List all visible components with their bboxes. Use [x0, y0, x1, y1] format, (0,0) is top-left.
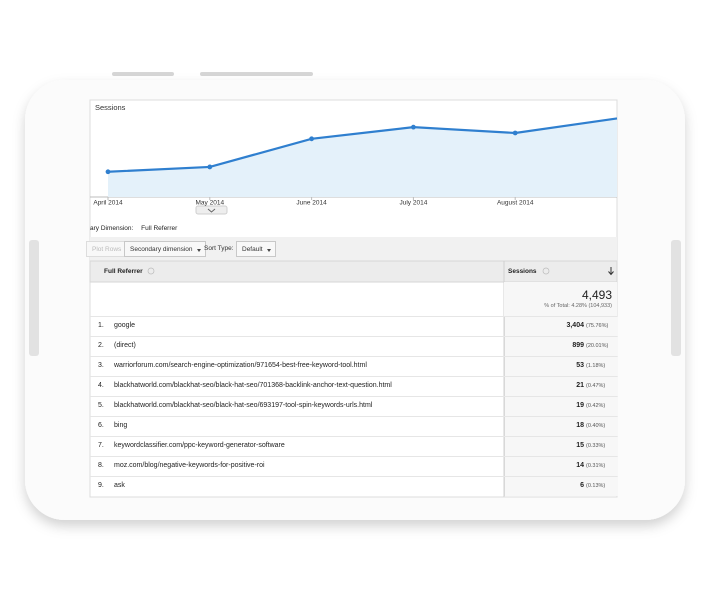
sessions-cell: 21 (0.47%)	[504, 377, 618, 396]
referrer[interactable]: ask	[114, 482, 125, 489]
row-index: 7.	[98, 442, 104, 449]
sessions-percent: (0.33%)	[586, 443, 606, 449]
dimension-value[interactable]: Full Referrer	[141, 225, 178, 232]
referrer[interactable]: blackhatworld.com/blackhat-seo/black-hat…	[114, 402, 373, 409]
sessions-cell: 3,404 (75.76%)	[504, 317, 618, 336]
point	[105, 169, 111, 175]
speaker-grille	[671, 240, 681, 356]
row-index: 9.	[98, 482, 104, 489]
area	[108, 118, 617, 197]
referrer[interactable]: blackhatworld.com/blackhat-seo/black-hat…	[114, 382, 392, 389]
total-value: 4,493	[581, 288, 612, 302]
referrer[interactable]: google	[114, 322, 136, 329]
sessions-cell: 14 (0.31%)	[504, 457, 618, 476]
column-header[interactable]: Sessions	[508, 268, 537, 275]
x-tick-label: August 2014	[497, 200, 534, 207]
referrer[interactable]: bing	[114, 422, 128, 429]
help-icon[interactable]	[147, 267, 155, 275]
row-index: 6.	[98, 422, 104, 429]
sessions-percent: (20.01%)	[586, 343, 609, 349]
table-row: 5. blackhatworld.com/blackhat-seo/black-h…	[90, 396, 618, 416]
sessions-value: 899	[572, 342, 584, 349]
sessions-cell: 53 (1.18%)	[504, 357, 618, 376]
x-tick-label: April 2014	[93, 200, 123, 207]
line	[107, 117, 618, 173]
row-index: 5.	[98, 402, 104, 409]
table-row: 9. ask 6 (0.13%)	[90, 476, 618, 496]
device-button	[200, 72, 313, 76]
sessions-value: 19	[576, 402, 584, 409]
row-index: 3.	[98, 362, 104, 369]
sort-type-label: Sort Type:	[204, 245, 234, 252]
chart-title: Sessions	[95, 103, 126, 112]
sessions-cell: 18 (0.40%)	[504, 417, 618, 436]
point	[309, 136, 314, 142]
sessions-percent: (0.47%)	[586, 383, 606, 389]
dimension-label: ary Dimension:	[90, 225, 134, 232]
chart-toggle[interactable]	[195, 205, 228, 215]
table-row: 7. keywordclassifier.com/ppc-keyword-gene…	[90, 436, 618, 456]
total-note: % of Total: 4.28% (104,933)	[544, 303, 612, 309]
speaker-grille	[29, 240, 39, 356]
sessions-percent: (75.76%)	[586, 323, 609, 329]
table-row: 3. warriorforum.com/search-engine-optimiz…	[90, 356, 618, 376]
table-row: 4. blackhatworld.com/blackhat-seo/black-h…	[90, 376, 618, 396]
table-header	[89, 260, 618, 283]
sessions-percent: (0.42%)	[586, 403, 606, 409]
secondary-dimension-text: Secondary dimension	[130, 246, 193, 253]
row-index: 8.	[98, 462, 104, 469]
sessions-value: 53	[576, 362, 584, 369]
sessions-percent: (0.40%)	[586, 423, 606, 429]
sessions-value: 3,404	[566, 322, 584, 329]
referrer[interactable]: keywordclassifier.com/ppc-keyword-genera…	[114, 442, 285, 449]
sessions-cell: 6 (0.13%)	[504, 477, 618, 496]
table-row: 6. bing 18 (0.40%)	[90, 416, 618, 436]
sort-arrow[interactable]	[608, 267, 614, 276]
sessions-value: 6	[580, 482, 584, 489]
table-row: 2. (direct) 899 (20.01%)	[90, 336, 618, 356]
sort-default-text: Default	[242, 246, 263, 253]
row-index: 2.	[98, 342, 104, 349]
total-cell	[504, 282, 617, 316]
secondary-dimension-button[interactable]: Secondary dimension	[124, 241, 206, 257]
sessions-value: 14	[576, 462, 584, 469]
referrer[interactable]: moz.com/blog/negative-keywords-for-posit…	[114, 462, 265, 469]
point	[411, 124, 416, 130]
row-index: 1.	[98, 322, 104, 329]
sessions-value: 18	[576, 422, 584, 429]
column-header[interactable]: Full Referrer	[104, 268, 143, 275]
sort-default-button[interactable]: Default	[236, 241, 276, 257]
table-row: 1. google 3,404 (75.76%)	[90, 316, 618, 336]
referrer[interactable]: warriorforum.com/search-engine-optimizat…	[114, 362, 367, 369]
sessions-value: 21	[576, 382, 584, 389]
point	[207, 164, 213, 170]
sessions-percent: (0.13%)	[586, 483, 606, 489]
sessions-percent: (1.18%)	[586, 363, 606, 369]
dropdown-icon	[266, 249, 271, 252]
referrer[interactable]: (direct)	[114, 342, 136, 349]
x-tick-label: July 2014	[399, 200, 427, 207]
dimension-row: ary Dimension: Full Referrer	[90, 225, 177, 232]
point	[512, 130, 518, 136]
help-icon[interactable]	[542, 267, 550, 275]
sessions-cell: 899 (20.01%)	[504, 337, 618, 356]
sessions-cell: 15 (0.33%)	[504, 437, 618, 456]
table-row: 8. moz.com/blog/negative-keywords-for-pos…	[90, 456, 618, 476]
device-button	[112, 72, 174, 76]
plot-rows-button[interactable]: Plot Rows	[86, 241, 128, 257]
toggle-icon	[207, 208, 216, 213]
sessions-value: 15	[576, 442, 584, 449]
sessions-percent: (0.31%)	[586, 463, 606, 469]
sessions-cell: 19 (0.42%)	[504, 397, 618, 416]
row-index: 4.	[98, 382, 104, 389]
dropdown-icon	[196, 249, 201, 252]
x-tick-label: June 2014	[296, 200, 327, 207]
x-tick-label: May 2014	[196, 200, 225, 207]
